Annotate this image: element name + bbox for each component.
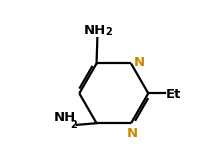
Text: 2: 2	[105, 27, 112, 37]
Text: NH: NH	[54, 111, 76, 124]
Text: NH: NH	[84, 24, 106, 37]
Text: Et: Et	[166, 89, 181, 102]
Text: N: N	[134, 56, 145, 69]
Text: N: N	[126, 127, 137, 139]
Text: 2: 2	[70, 120, 77, 130]
